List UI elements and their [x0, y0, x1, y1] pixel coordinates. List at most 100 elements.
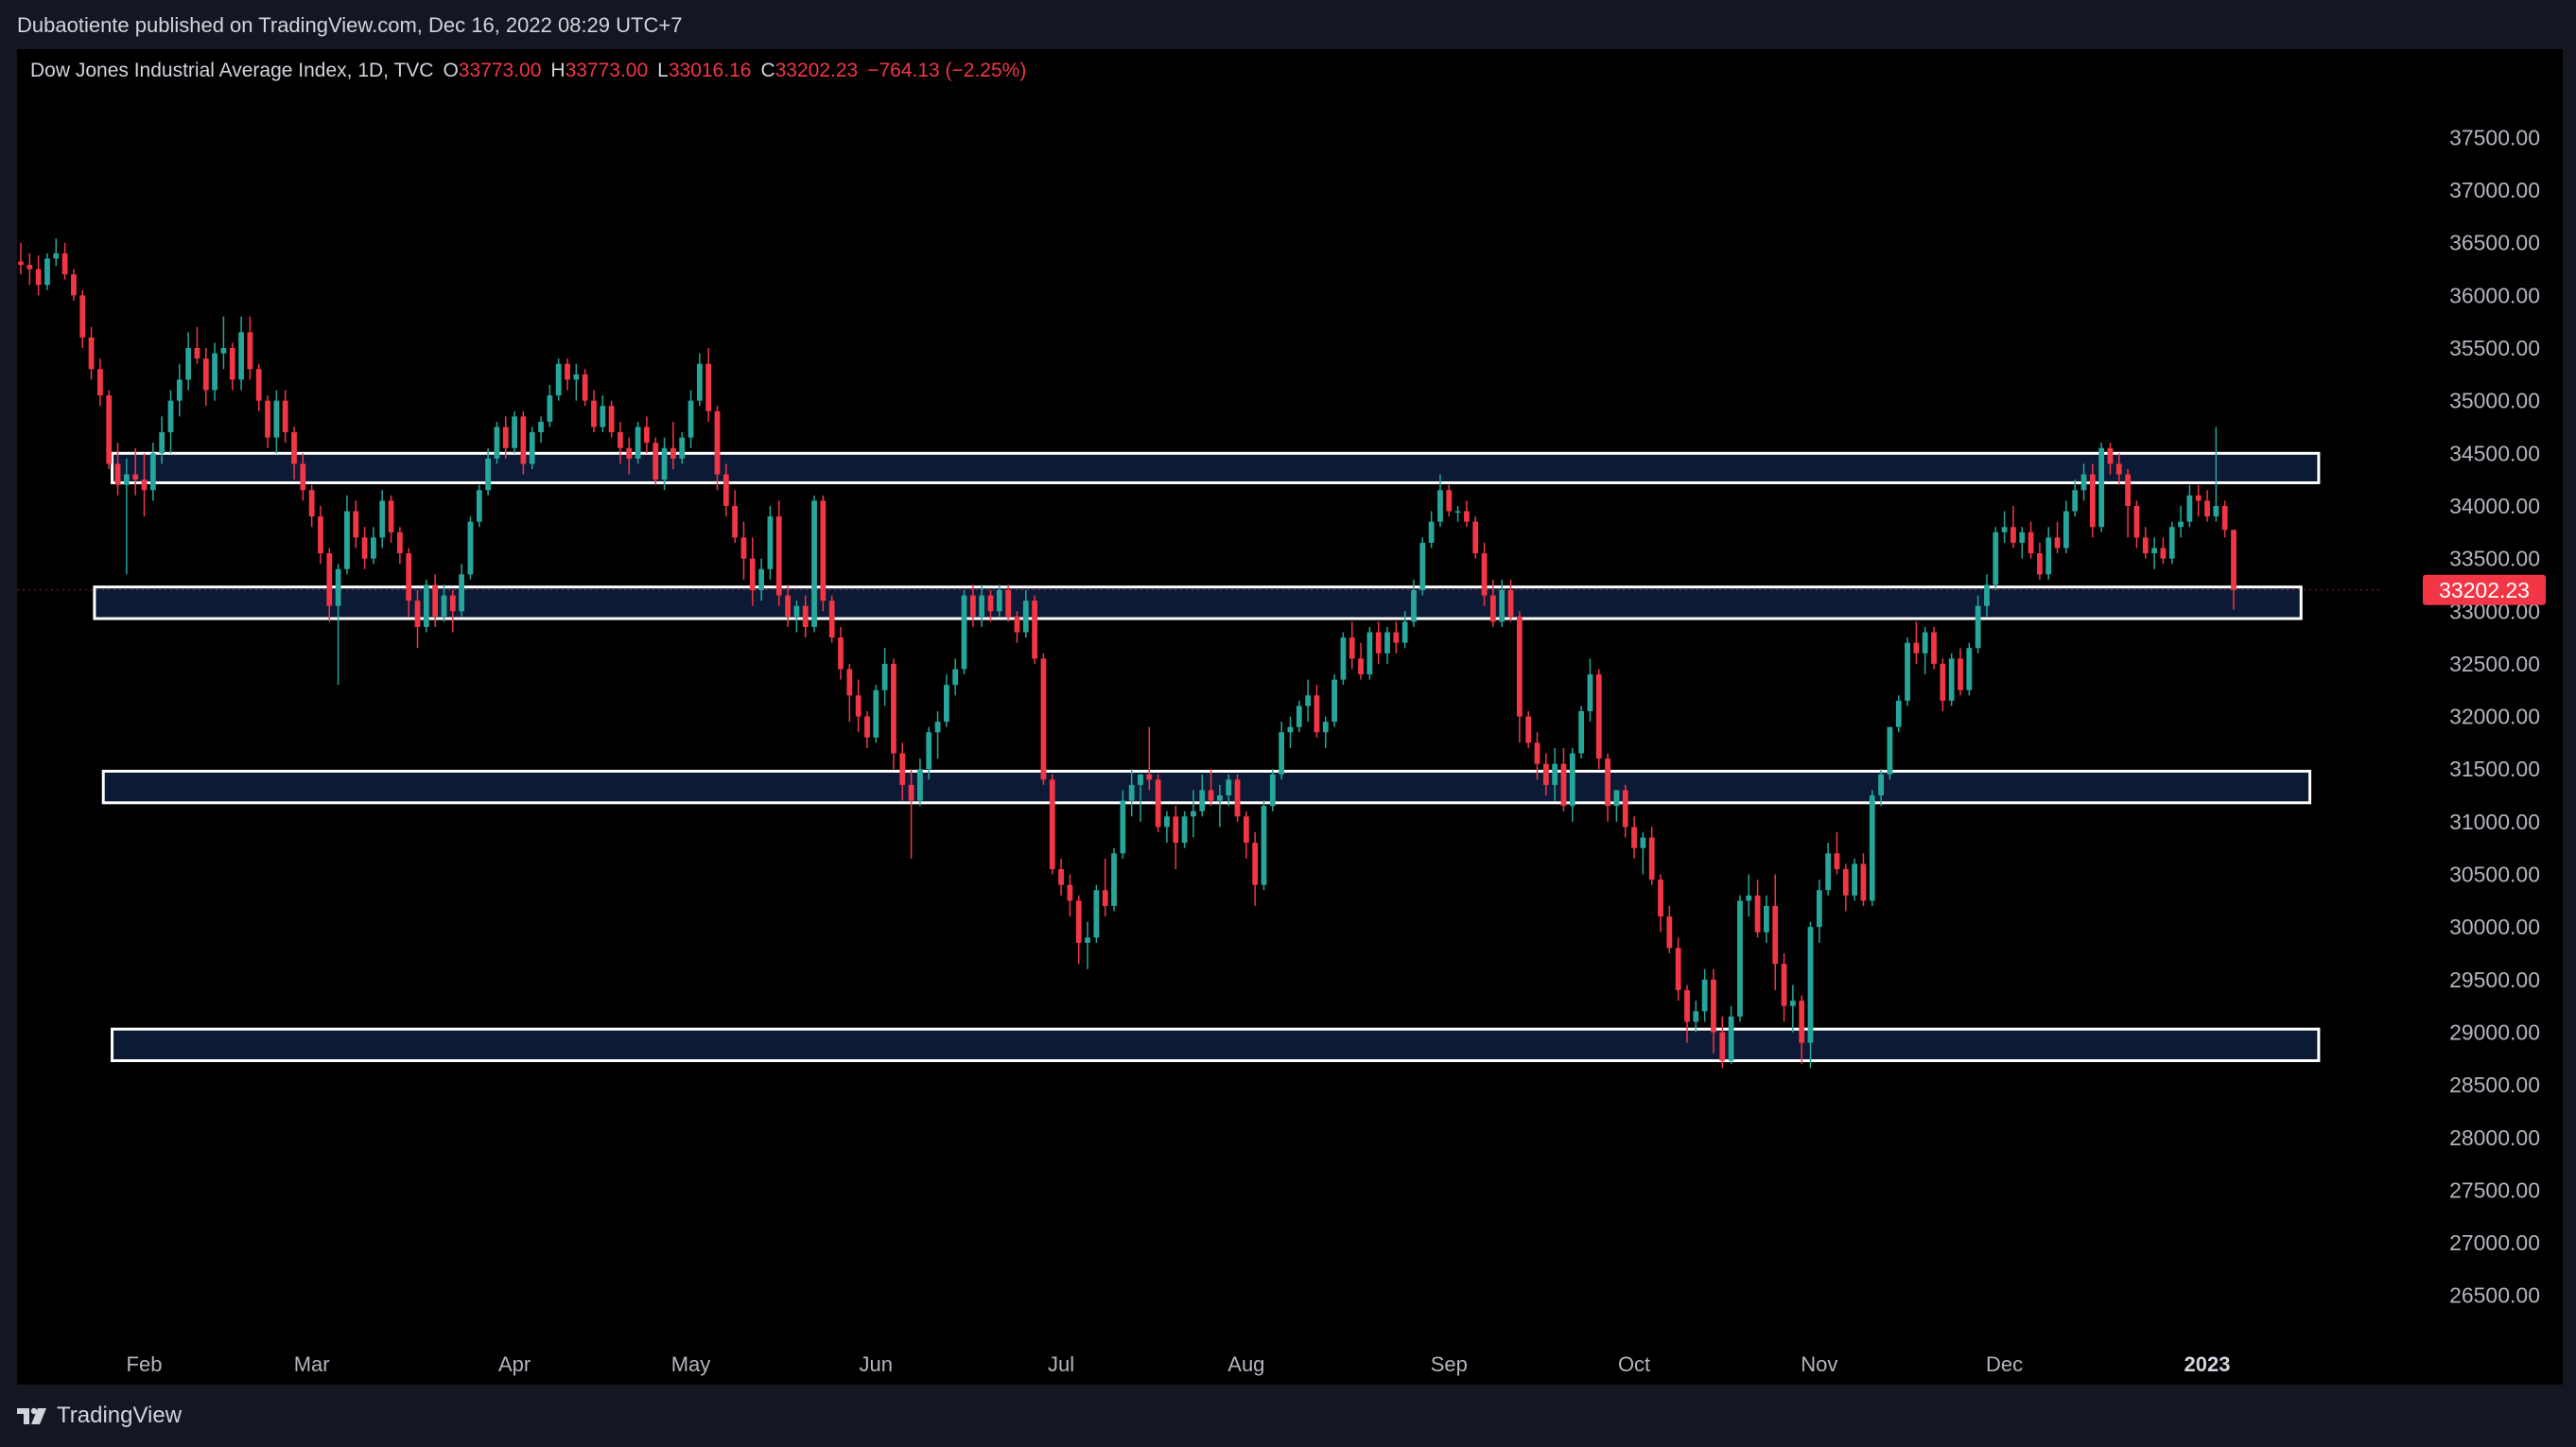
candle [1587, 658, 1593, 723]
candle [2221, 500, 2228, 538]
candle [308, 484, 315, 528]
candle-body [255, 369, 262, 401]
candle-body [793, 605, 800, 617]
candle [220, 316, 227, 370]
candle-body [1746, 895, 1752, 901]
candle [344, 495, 350, 575]
candle [740, 521, 747, 580]
candle-body [1472, 521, 1479, 554]
candle [353, 500, 359, 549]
candle [793, 601, 800, 633]
candle-body [1507, 590, 1514, 617]
candle [1305, 679, 1312, 723]
candle [291, 427, 297, 480]
y-tick-label: 32000.00 [2449, 705, 2540, 729]
candle [1816, 880, 1822, 943]
candle [1040, 653, 1047, 785]
candle-body [1842, 868, 1849, 896]
candle [318, 505, 323, 565]
zone-rect-1 [111, 451, 2321, 484]
x-tick-label: 2023 [2184, 1352, 2231, 1376]
candle [1314, 685, 1320, 738]
candle-body [344, 511, 350, 569]
candle [1454, 505, 1461, 522]
last-price-badge [2423, 574, 2546, 605]
symbol-legend[interactable]: Dow Jones Industrial Average Index, 1D, … [30, 60, 1026, 82]
legend-high-value: 33773.00 [565, 60, 649, 81]
candle [714, 406, 721, 491]
candle-body [1754, 895, 1761, 933]
candle-body [864, 716, 870, 738]
candle-body [987, 595, 994, 612]
candle [1807, 921, 1814, 1069]
candle [547, 384, 553, 427]
candle-body [520, 416, 527, 464]
last-price-layer: 33202.23 [2423, 574, 2546, 605]
candle [626, 437, 633, 475]
candle [1366, 626, 1373, 680]
candle-body [2168, 527, 2175, 559]
candle [1648, 827, 1655, 885]
candle-body [2080, 474, 2087, 491]
candle-body [1032, 601, 1038, 659]
candle-body [1181, 816, 1188, 844]
candle-body [176, 379, 183, 401]
candle-body [740, 537, 747, 559]
candle [952, 658, 959, 696]
candle-body [149, 453, 156, 491]
candle-body [273, 400, 280, 438]
candle [722, 463, 729, 517]
candle-body [1913, 642, 1920, 654]
candle-body [467, 521, 474, 575]
candle-body [573, 374, 580, 380]
candle-body [97, 369, 103, 396]
chart-panel[interactable]: 37500.00 37000.00 36500.00 36000.00 35500.00… [17, 49, 2563, 1385]
candle-body [618, 432, 623, 448]
candle [1481, 542, 1488, 606]
candle [767, 505, 774, 580]
candle-body [1764, 905, 1769, 933]
candle [969, 584, 976, 627]
candle [441, 584, 447, 622]
candle [71, 269, 77, 301]
candle-body [61, 253, 68, 275]
candle [2168, 521, 2175, 565]
candle [538, 416, 544, 444]
candle-body [1984, 584, 1990, 606]
candle-body [1569, 753, 1575, 807]
candle [1693, 1001, 1699, 1033]
candle-body [1631, 827, 1637, 848]
candle-body [714, 410, 721, 475]
candle [1701, 968, 1708, 1022]
candle [732, 490, 739, 543]
candle-body [2178, 521, 2184, 528]
candle-body [1869, 795, 1875, 901]
candle-body [494, 427, 500, 459]
candle-body [1411, 590, 1417, 622]
candle-body [1719, 1032, 1726, 1061]
candle [1975, 595, 1981, 654]
candle [238, 316, 244, 391]
candlestick-chart[interactable]: 37500.00 37000.00 36500.00 36000.00 35500.00… [17, 49, 2563, 1385]
candle-body [1816, 890, 1822, 928]
candle-body [1085, 937, 1090, 943]
time-axis[interactable]: Feb Mar Apr May Jun Jul Aug Sep Oct Nov Dec 2023 [127, 1352, 2231, 1376]
candle [1631, 816, 1637, 859]
candle [123, 458, 130, 575]
candle-body [635, 427, 641, 459]
candle-body [1040, 658, 1047, 780]
candle [1658, 874, 1663, 933]
candle [61, 242, 68, 280]
price-axis[interactable]: 37500.00 37000.00 36500.00 36000.00 35500.00… [2449, 125, 2540, 1307]
y-tick-label: 28500.00 [2449, 1072, 2540, 1097]
candle-body [26, 265, 33, 270]
candle-body [644, 427, 650, 444]
legend-symbol[interactable]: Dow Jones Industrial Average Index, 1D, … [30, 60, 434, 81]
candle-body [1393, 632, 1400, 643]
candle [979, 584, 985, 627]
candle [1640, 832, 1646, 875]
candle [1340, 632, 1347, 686]
tradingview-brand[interactable]: TradingView [17, 1403, 182, 1429]
candle [600, 395, 606, 433]
candle [555, 358, 562, 401]
